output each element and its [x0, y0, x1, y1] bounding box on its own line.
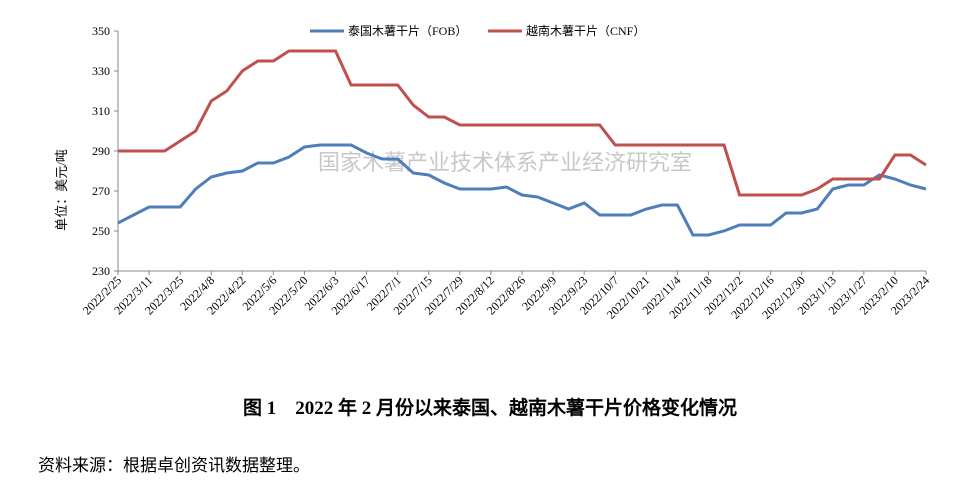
legend-label: 泰国木薯干片（FOB） [348, 24, 467, 38]
y-tick-label: 310 [92, 104, 110, 118]
y-tick-label: 230 [92, 264, 110, 278]
y-tick-label: 330 [92, 64, 110, 78]
caption: 图 1 2022 年 2 月份以来泰国、越南木薯干片价格变化情况 [243, 396, 737, 419]
line-series [117, 143, 927, 237]
legend-label: 越南木薯干片（CNF） [526, 23, 645, 38]
y-tick-label: 350 [92, 24, 110, 38]
y-tick-label: 250 [92, 224, 110, 238]
watermark: 国家木薯产业技术体系产业经济研究室 [318, 150, 692, 175]
line-series [118, 49, 927, 197]
y-tick-label: 290 [92, 144, 110, 158]
y-tick-label: 270 [92, 184, 110, 198]
source: 资料来源：根据卓创资讯数据整理。 [38, 456, 310, 475]
y-axis-label: 单位：美元/吨 [54, 149, 69, 231]
